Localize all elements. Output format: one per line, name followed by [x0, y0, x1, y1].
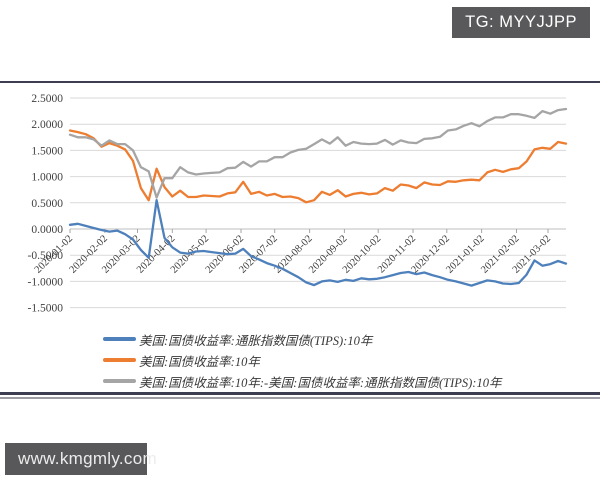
- legend-label-breakeven-spread: 美国:国债收益率:10年:-美国:国债收益率:通胀指数国债(TIPS):10年: [139, 375, 502, 390]
- legend-item-nominal-yield: 美国:国债收益率:10年: [103, 352, 501, 369]
- y-axis-tick-label: -1.0000: [28, 276, 64, 288]
- y-axis-tick-label: 2.0000: [31, 119, 63, 131]
- legend-swatch-gray-icon: [103, 379, 136, 383]
- legend-item-breakeven-spread: 美国:国债收益率:10年:-美国:国债收益率:通胀指数国债(TIPS):10年: [103, 373, 502, 390]
- bottom-divider-line: [0, 392, 600, 395]
- y-axis-tick-label: 0.5000: [31, 198, 63, 210]
- telegram-watermark-badge: TG: MYYJJPP: [452, 7, 590, 38]
- legend-item-tips-yield: 美国:国债收益率:通胀指数国债(TIPS):10年: [103, 331, 501, 348]
- top-divider-line: [0, 81, 600, 83]
- chart-legend: 美国:国债收益率:通胀指数国债(TIPS):10年 美国:国债收益率:10年 美…: [103, 331, 502, 390]
- y-axis-tick-label: 1.5000: [31, 145, 63, 157]
- legend-swatch-orange-icon: [103, 358, 136, 362]
- bottom-divider-line-secondary: [0, 397, 600, 399]
- website-watermark-badge: www.kmgmly.com: [5, 443, 157, 475]
- series-line-0: [68, 199, 568, 287]
- y-axis-tick-label: 1.0000: [31, 172, 63, 184]
- legend-label-tips-yield: 美国:国债收益率:通胀指数国债(TIPS):10年: [139, 333, 373, 348]
- legend-label-nominal-yield: 美国:国债收益率:10年: [139, 354, 260, 369]
- series-line-2: [68, 107, 568, 199]
- y-axis-tick-label: -0.5000: [28, 250, 64, 262]
- website-watermark-text: www.kmgmly.com: [18, 449, 157, 468]
- telegram-watermark-text: TG: MYYJJPP: [465, 13, 577, 31]
- legend-swatch-blue-icon: [103, 337, 136, 341]
- yield-line-chart: 2.5000 2.0000 1.5000 1.0000 0.5000 0.0000 -0.5…: [28, 93, 568, 315]
- y-axis-tick-label: 0.0000: [31, 224, 63, 236]
- y-axis-tick-label: 2.5000: [31, 93, 63, 105]
- y-axis-tick-label: -1.5000: [28, 303, 64, 315]
